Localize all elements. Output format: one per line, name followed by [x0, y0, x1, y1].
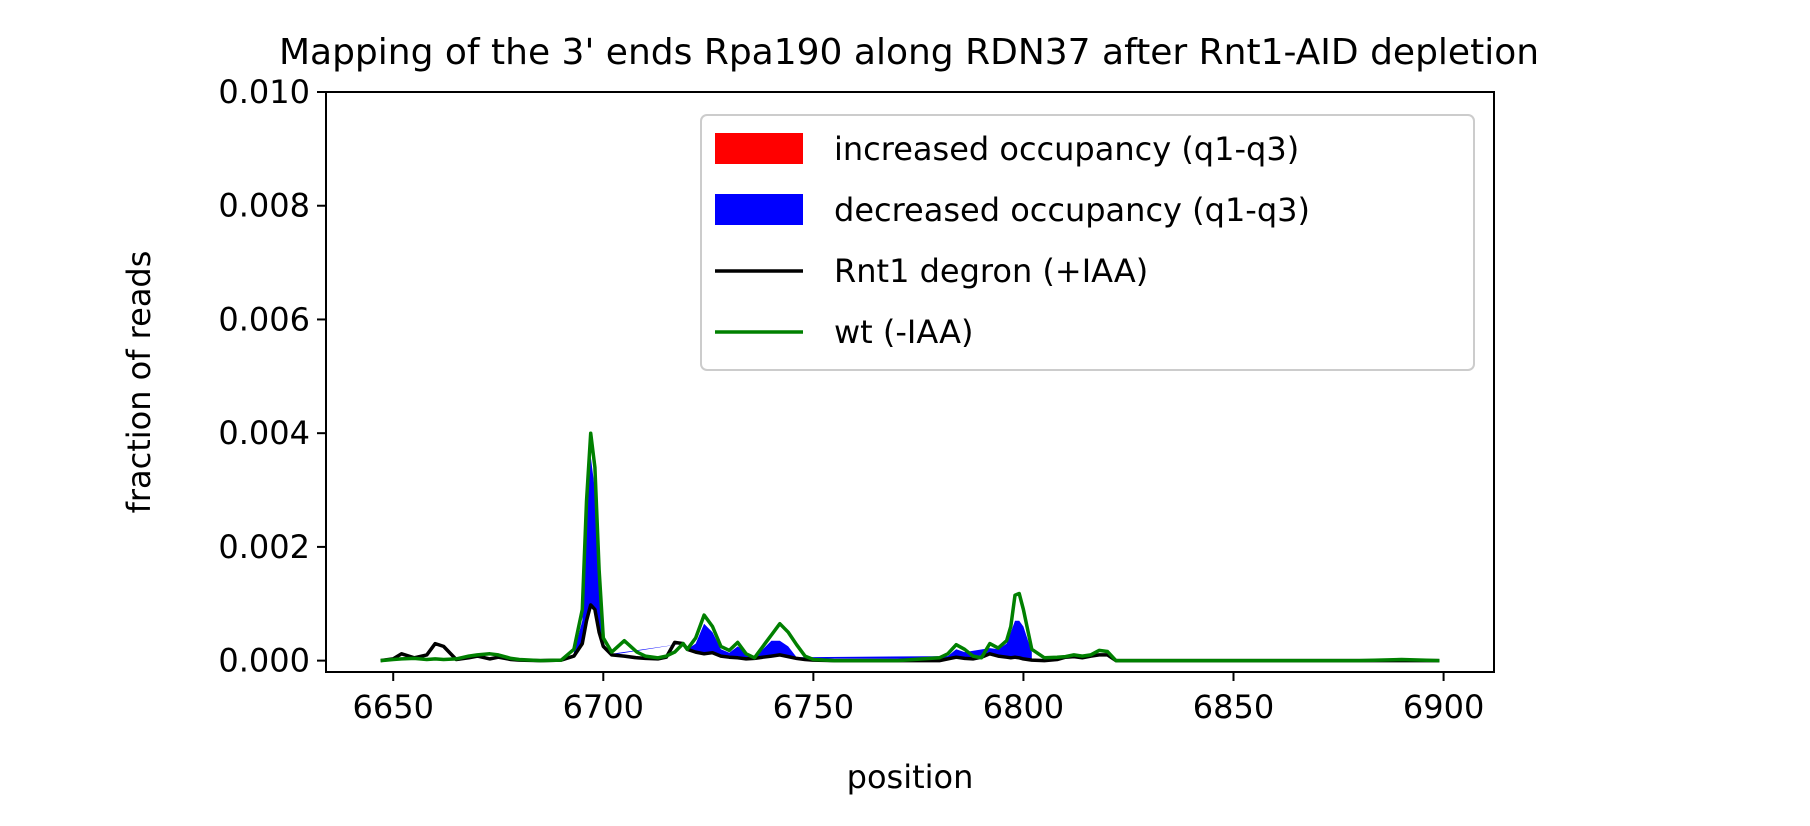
- decreased-occupancy-band: [573, 455, 1032, 661]
- chart-title: Mapping of the 3' ends Rpa190 along RDN3…: [279, 32, 1539, 73]
- y-axis-label: fraction of reads: [120, 251, 158, 514]
- y-axis: 0.000 0.002 0.004 0.006 0.008 0.010: [218, 73, 326, 680]
- y-tick-label: 0.010: [218, 73, 310, 111]
- x-tick-label: 6750: [773, 688, 854, 726]
- legend: increased occupancy (q1-q3) decreased occ…: [700, 114, 1475, 371]
- legend-rnt1-degron-label: Rnt1 degron (+IAA): [834, 252, 1148, 290]
- wt-line: [380, 431, 1440, 663]
- y-tick-label: 0.008: [218, 187, 310, 225]
- legend-box: [700, 114, 1475, 371]
- y-tick-label: 0.000: [218, 642, 310, 680]
- legend-wt-label: wt (-IAA): [834, 313, 974, 351]
- rnt1-degron-line: [380, 603, 1440, 663]
- x-axis: 6650 6700 6750 6800 6850 6900: [353, 672, 1484, 726]
- legend-decreased-swatch: [715, 194, 803, 225]
- legend-increased-label: increased occupancy (q1-q3): [834, 130, 1299, 168]
- x-tick-label: 6850: [1193, 688, 1274, 726]
- plot-area: [380, 431, 1440, 663]
- x-tick-label: 6800: [983, 688, 1064, 726]
- y-tick-label: 0.004: [218, 414, 310, 452]
- x-axis-label: position: [847, 758, 974, 796]
- y-tick-label: 0.006: [218, 300, 310, 338]
- legend-increased-swatch: [715, 133, 803, 164]
- legend-decreased-label: decreased occupancy (q1-q3): [834, 191, 1310, 229]
- axes-frame: [325, 91, 1495, 673]
- y-tick-label: 0.002: [218, 528, 310, 566]
- x-tick-label: 6650: [353, 688, 434, 726]
- x-tick-label: 6700: [563, 688, 644, 726]
- x-tick-label: 6900: [1403, 688, 1484, 726]
